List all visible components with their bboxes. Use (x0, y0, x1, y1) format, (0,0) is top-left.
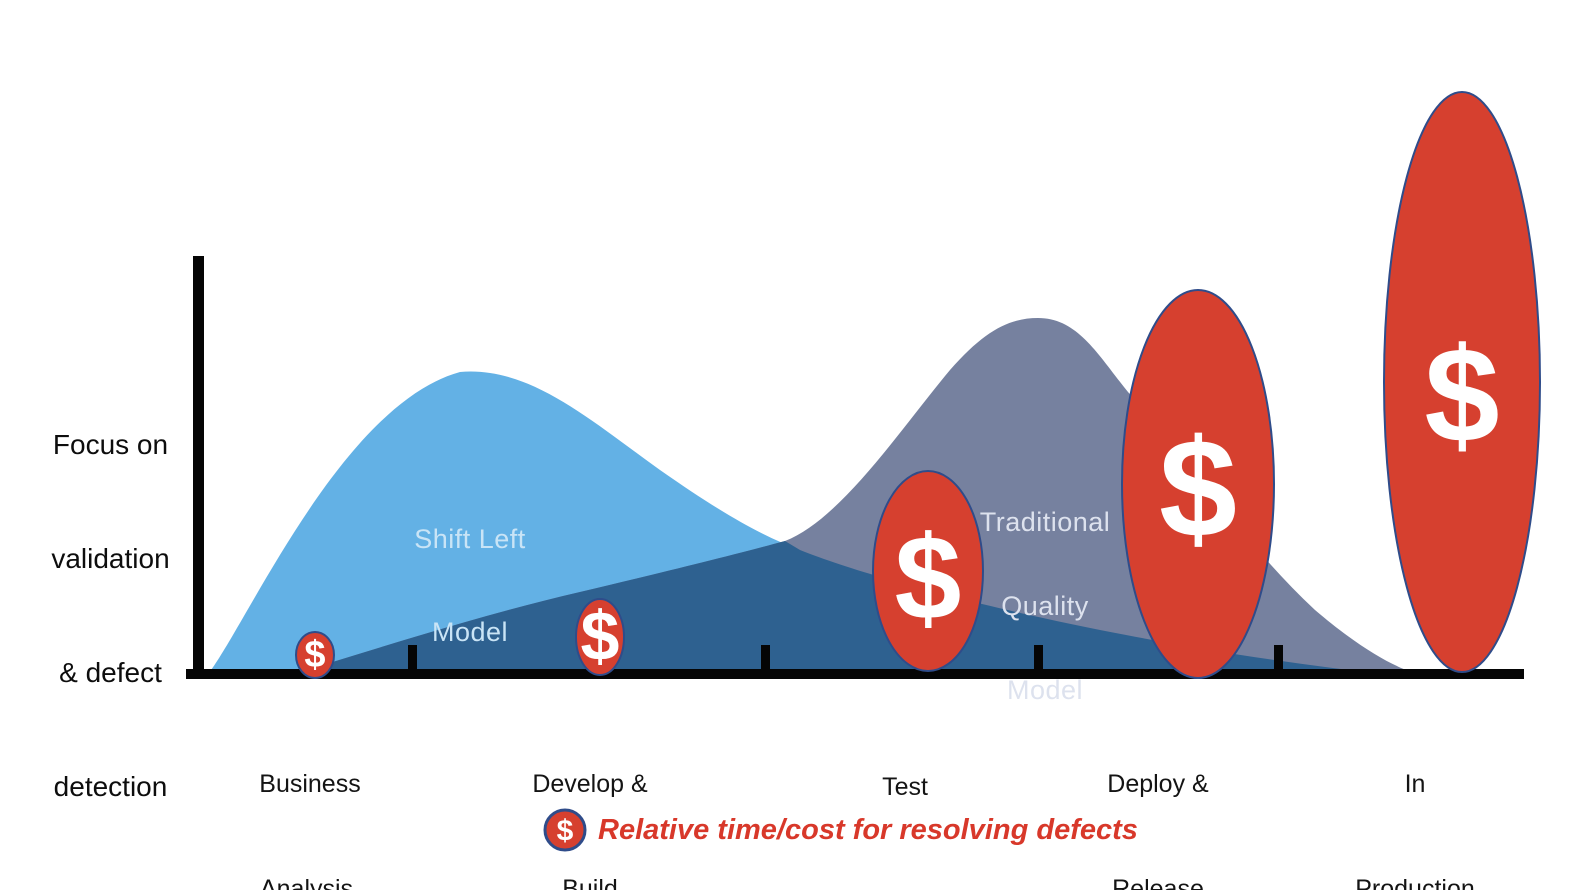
phase-label-line: Test (882, 773, 928, 801)
x-axis-tick (1274, 645, 1283, 672)
cost-marker-test: $ (872, 470, 984, 672)
cost-marker-business-analysis: $ (295, 631, 335, 679)
dollar-symbol: $ (557, 815, 574, 848)
curve-label-line: Traditional (979, 507, 1111, 537)
x-axis-line (186, 669, 1524, 679)
cost-marker-deploy-release: $ (1121, 289, 1275, 679)
y-axis-label-line: Focus on (52, 429, 169, 460)
phase-label-line: Release (1112, 875, 1204, 890)
shift-left-curve (205, 371, 1403, 678)
cost-marker-in-production: $ (1383, 91, 1541, 673)
curve-label-line: Model (1006, 675, 1084, 705)
phase-label-line: Analysis, (259, 875, 361, 890)
cost-marker-develop-build: $ (575, 597, 625, 676)
phase-label-business-analysis: Business Analysis, Requirements Validati… (205, 697, 415, 890)
x-axis-tick (408, 645, 417, 672)
curve-label-line: Model (431, 617, 509, 647)
phase-label-deploy-release: Deploy & Release (1053, 697, 1263, 890)
phase-label-test: Test (830, 700, 980, 875)
dollar-symbol: $ (1424, 320, 1499, 471)
x-axis-tick (761, 645, 770, 672)
dollar-symbol: $ (895, 511, 962, 645)
curves-overlap-region (283, 541, 1403, 678)
dollar-symbol: $ (1159, 410, 1237, 567)
y-axis-label-line: validation (51, 543, 170, 574)
phase-label-line: Build (562, 875, 618, 890)
y-axis-label-line: & defect (59, 657, 162, 688)
phase-label-line: In (1404, 770, 1426, 798)
curve-label-line: Shift Left (414, 524, 526, 554)
phase-label-line: Business (259, 770, 361, 798)
legend-dollar-icon: $ (543, 808, 587, 852)
y-axis-label-line: detection (53, 771, 168, 802)
shift-left-curve-label: Shift Left Model (385, 462, 555, 710)
traditional-curve-label: Traditional Quality Model (960, 452, 1130, 760)
phase-label-line: Deploy & (1107, 770, 1209, 798)
phase-label-line: Production (1355, 875, 1475, 890)
dollar-symbol: $ (304, 634, 325, 676)
y-axis-line (193, 256, 204, 679)
phase-label-develop-build: Develop & Build (485, 697, 695, 890)
phase-label-line: Develop & (532, 770, 648, 798)
x-axis-tick (1034, 645, 1043, 672)
legend-text: Relative time/cost for resolving defects (598, 814, 1138, 846)
dollar-symbol: $ (581, 597, 620, 675)
y-axis-label: Focus on validation & defect detection (28, 350, 193, 882)
curve-label-line: Quality (1001, 591, 1089, 621)
phase-label-in-production: In Production (1310, 697, 1520, 890)
